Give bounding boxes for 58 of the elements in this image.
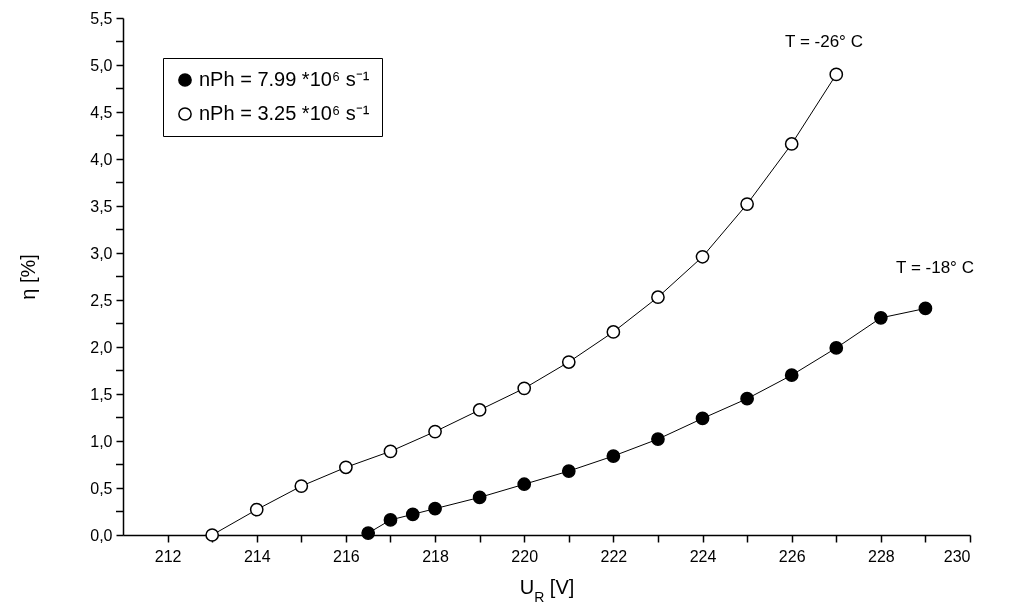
y-tick-label: 4,0 — [90, 150, 113, 168]
point — [829, 67, 844, 82]
point — [383, 444, 398, 459]
y-tick-label: 3,5 — [90, 197, 113, 215]
point — [695, 249, 710, 264]
y-tick-label: 1,5 — [90, 385, 113, 403]
point — [561, 355, 576, 369]
point — [561, 464, 576, 478]
y-axis-title: η [%] — [16, 254, 39, 300]
x-tick-label: 224 — [689, 547, 717, 565]
x-tick-label: 214 — [243, 547, 271, 565]
point — [695, 411, 710, 426]
point — [873, 311, 888, 325]
legend-label: nPh = 3.25 *10⁶ s⁻¹ — [199, 102, 370, 124]
x-tick-label: 220 — [511, 547, 539, 565]
point — [339, 460, 353, 475]
point — [405, 507, 420, 522]
legend-label: nPh = 7.99 *10⁶ s⁻¹ — [199, 68, 370, 90]
x-axis-title: U$_{R}$ [V] — [519, 575, 575, 605]
x-tick-label: 228 — [867, 547, 895, 565]
point — [784, 137, 799, 151]
y-tick-label: 2,5 — [90, 291, 113, 309]
point — [428, 424, 442, 439]
x-tick-label: 218 — [422, 547, 449, 565]
y-tick-label: 2,0 — [90, 338, 113, 356]
point — [383, 513, 398, 527]
x-tick-label: 226 — [778, 547, 806, 565]
y-tick-label: 0,5 — [90, 479, 113, 497]
point — [361, 526, 376, 540]
point — [472, 403, 487, 417]
point — [294, 479, 309, 493]
x-tick-label: 230 — [943, 547, 971, 565]
point — [205, 528, 220, 542]
point — [784, 368, 799, 383]
point — [249, 502, 264, 517]
point — [517, 477, 532, 492]
point — [651, 432, 665, 446]
x-tick-label: 222 — [600, 547, 628, 565]
point — [740, 391, 754, 406]
y-tick-label: 3,0 — [90, 244, 113, 262]
x-tick-label: 216 — [333, 547, 360, 565]
x-tick-label: 212 — [154, 547, 182, 565]
point — [829, 341, 844, 355]
annotation: T = -18° C — [896, 258, 974, 277]
y-tick-label: 5,5 — [90, 9, 113, 27]
point — [740, 197, 754, 211]
point — [918, 301, 933, 316]
point — [606, 325, 621, 339]
point — [428, 501, 442, 516]
annotation: T = -26° C — [785, 32, 863, 51]
point — [606, 449, 621, 463]
point — [517, 381, 532, 396]
y-tick-label: 5,0 — [90, 56, 113, 74]
y-tick-label: 1,0 — [90, 432, 113, 450]
y-tick-label: 0,0 — [90, 526, 113, 544]
y-tick-label: 4,5 — [90, 103, 113, 121]
point — [472, 490, 487, 505]
point — [651, 290, 665, 305]
